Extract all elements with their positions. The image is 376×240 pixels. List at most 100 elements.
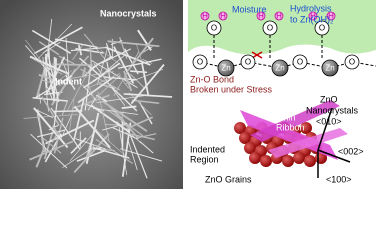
o-label: O bbox=[197, 58, 203, 67]
needle bbox=[95, 139, 134, 165]
needle bbox=[38, 74, 67, 85]
direction-label: <002> bbox=[338, 146, 364, 156]
o-label: O bbox=[319, 24, 325, 33]
grain bbox=[234, 122, 246, 134]
needle bbox=[31, 29, 72, 55]
h-label: H bbox=[310, 12, 316, 21]
o-atom bbox=[344, 54, 360, 70]
hydrolysis-label: to Zn(OH)₂ bbox=[290, 14, 334, 24]
needle bbox=[78, 57, 103, 78]
grain bbox=[260, 155, 272, 167]
needle bbox=[54, 38, 98, 49]
needle bbox=[42, 41, 61, 54]
needle bbox=[92, 107, 139, 115]
needle bbox=[116, 120, 142, 144]
ribbon bbox=[268, 128, 348, 158]
needle bbox=[142, 58, 153, 64]
o-label: O bbox=[297, 58, 303, 67]
needle bbox=[32, 96, 68, 102]
needle bbox=[137, 29, 152, 51]
needle bbox=[35, 68, 46, 98]
needle bbox=[62, 146, 95, 168]
h-atom bbox=[308, 11, 318, 21]
needle bbox=[123, 93, 173, 98]
needle bbox=[65, 38, 70, 78]
needle bbox=[138, 101, 153, 125]
needle bbox=[77, 44, 83, 56]
zn-atom bbox=[271, 59, 289, 77]
sem-label: Indent bbox=[55, 76, 82, 86]
h-atom bbox=[274, 11, 284, 21]
needle bbox=[128, 92, 152, 116]
needle bbox=[41, 96, 60, 126]
needle bbox=[89, 46, 93, 71]
grain bbox=[249, 152, 261, 164]
needle bbox=[52, 124, 59, 136]
needle bbox=[53, 92, 59, 128]
needle bbox=[73, 97, 85, 141]
axis-arrow bbox=[317, 107, 333, 151]
needle bbox=[60, 113, 73, 140]
needle bbox=[83, 62, 121, 89]
needle bbox=[93, 55, 125, 82]
zn-label: Zn bbox=[275, 64, 284, 73]
o-atom bbox=[314, 20, 330, 36]
ribbon bbox=[240, 110, 338, 160]
needle bbox=[94, 128, 131, 161]
needle bbox=[33, 26, 83, 55]
needle bbox=[35, 147, 46, 168]
needle bbox=[141, 62, 150, 96]
needle bbox=[112, 127, 138, 140]
needle bbox=[58, 55, 75, 65]
needle bbox=[69, 71, 114, 79]
needle bbox=[72, 44, 83, 61]
needle bbox=[113, 46, 135, 84]
page: Nanocrystals Indent O H H O H H O H H O O O O Zn Zn Zn … bbox=[0, 0, 376, 189]
needle bbox=[127, 138, 138, 171]
needle bbox=[101, 48, 132, 64]
needle bbox=[73, 105, 111, 149]
needle bbox=[71, 94, 110, 110]
moisture-label: Moisture bbox=[232, 4, 267, 14]
needle bbox=[65, 74, 76, 90]
nanocrystal-label: Nanocrystals bbox=[306, 105, 359, 115]
indented-label: Region bbox=[190, 154, 219, 164]
grain bbox=[282, 155, 294, 167]
needle bbox=[69, 98, 75, 131]
o-label: O bbox=[349, 58, 355, 67]
o-atom bbox=[206, 20, 222, 36]
needle bbox=[97, 91, 110, 143]
grains-label: ZnO Grains bbox=[205, 174, 252, 184]
needle bbox=[53, 110, 83, 113]
needle bbox=[102, 100, 148, 132]
needle bbox=[120, 148, 163, 162]
o-atom bbox=[192, 54, 208, 70]
needle bbox=[131, 99, 160, 105]
needle bbox=[139, 140, 154, 154]
needle bbox=[118, 58, 162, 69]
needle bbox=[67, 66, 92, 111]
o-label: O bbox=[245, 58, 251, 67]
needle bbox=[80, 68, 121, 91]
h-atom bbox=[326, 11, 336, 21]
zn-atom bbox=[217, 59, 235, 77]
needle bbox=[40, 136, 62, 154]
o-atom bbox=[262, 20, 278, 36]
needle bbox=[105, 46, 151, 66]
ribbon-label: Thin bbox=[278, 112, 296, 122]
direction-label: <010> bbox=[316, 116, 342, 126]
needle bbox=[61, 100, 69, 116]
h-atom bbox=[256, 11, 266, 21]
needle bbox=[123, 48, 139, 75]
indented-label: Indented bbox=[190, 144, 225, 154]
needle bbox=[87, 72, 121, 89]
zn-label: Zn bbox=[221, 64, 230, 73]
h-label: H bbox=[220, 12, 226, 21]
needle bbox=[108, 110, 144, 137]
h-label: H bbox=[258, 12, 264, 21]
needle bbox=[37, 129, 65, 138]
needle bbox=[106, 61, 111, 80]
broken-bond bbox=[251, 51, 263, 59]
needle bbox=[118, 75, 130, 89]
needle bbox=[102, 122, 128, 131]
